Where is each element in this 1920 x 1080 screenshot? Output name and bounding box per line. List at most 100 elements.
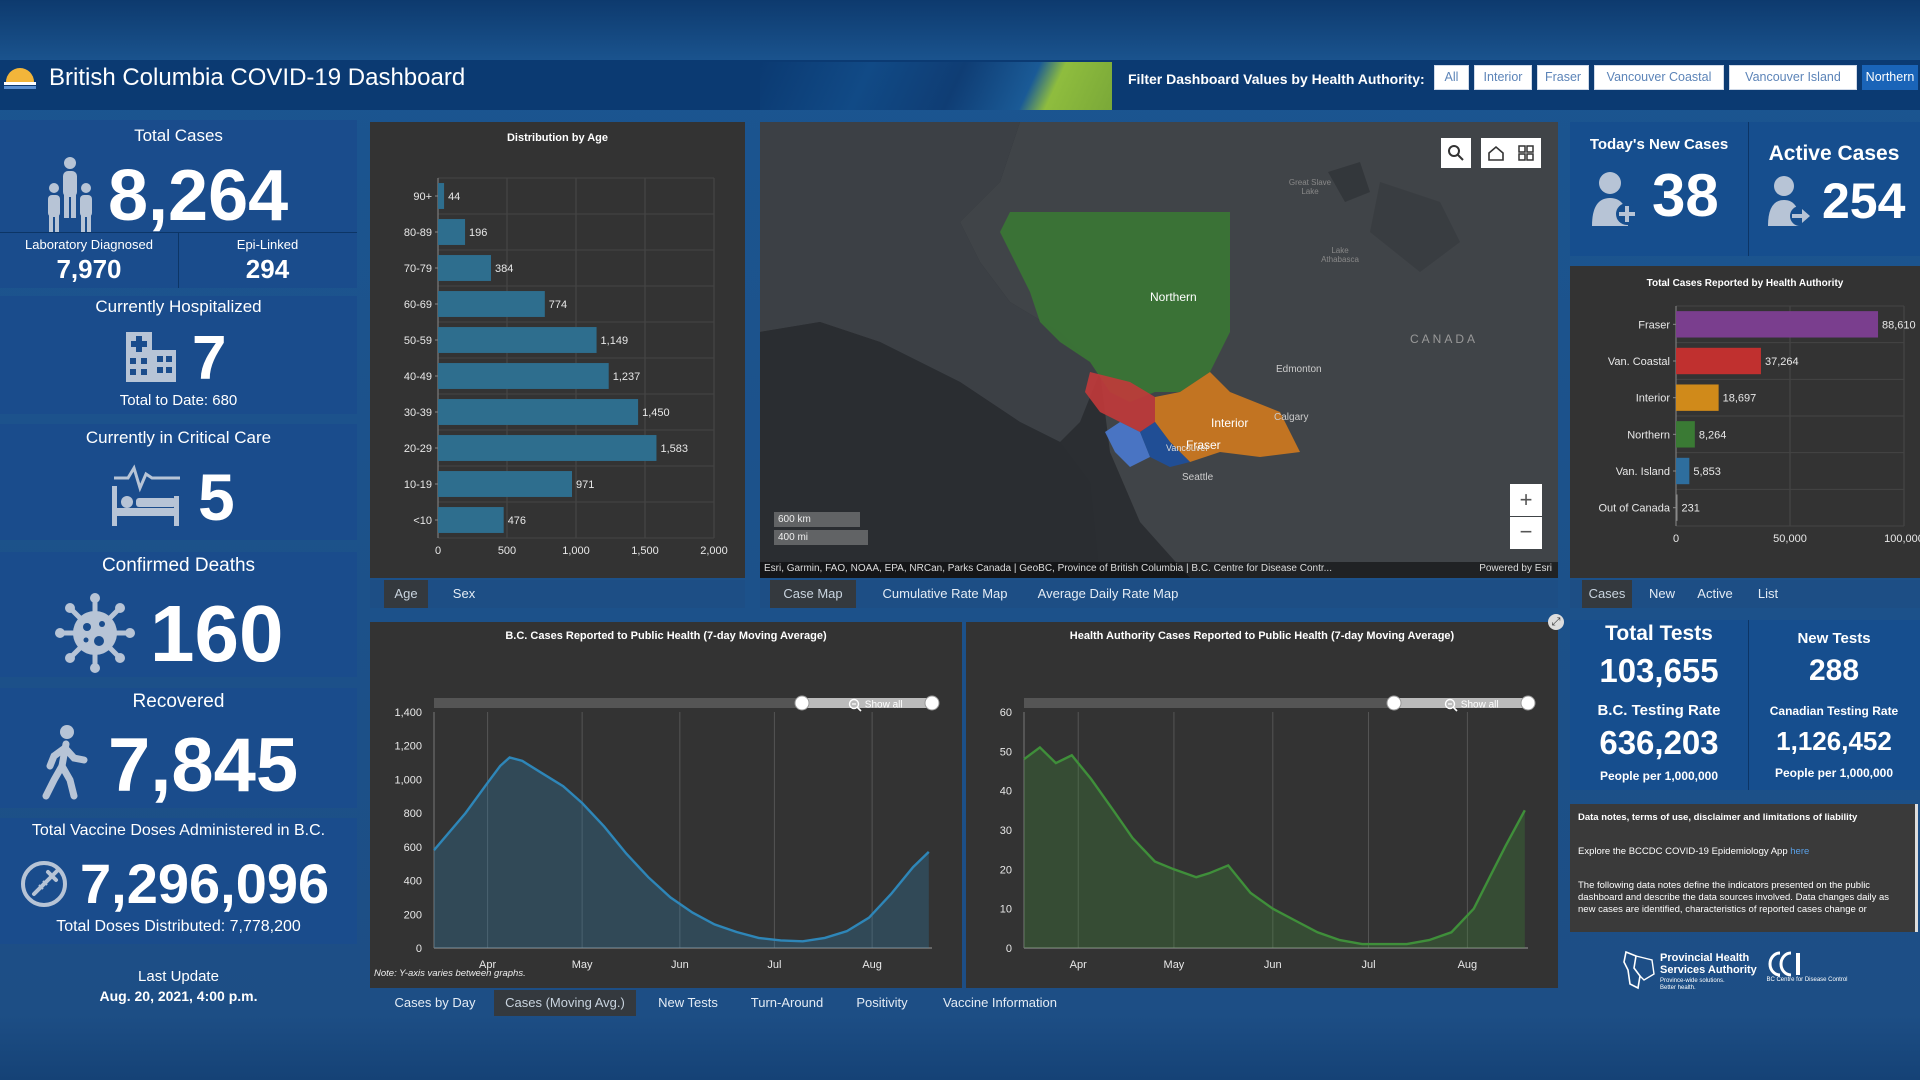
bc-cases-chart-panel: B.C. Cases Reported to Public Health (7-… [370,622,962,988]
y-tick-label: 10-19 [404,479,432,491]
fraser-region[interactable] [1140,422,1190,467]
filter-vancouver-island-button[interactable]: Vancouver Island [1729,65,1857,90]
y-tick-label: 90+ [413,191,432,203]
series-line [1023,745,1526,946]
bar [1676,384,1719,411]
filter-all-button[interactable]: All [1434,65,1469,90]
map-scale-mi: 400 mi [774,530,868,545]
tests-panel: Total Tests 103,655 New Tests 288 B.C. T… [1570,620,1920,790]
y-tick-label: Fraser [1638,319,1670,331]
map-home-button[interactable] [1481,138,1511,168]
map-zoom-in-button[interactable]: + [1510,484,1542,516]
canadian-testing-rate-label: Canadian Testing Rate [1769,704,1899,718]
series-area [434,757,929,948]
bar [438,507,504,533]
filter-label: Filter Dashboard Values by Health Author… [1128,71,1425,87]
tab-age[interactable]: Age [384,580,428,608]
filter-interior-button[interactable]: Interior [1474,65,1532,90]
data-label: 37,264 [1765,356,1799,368]
northern-region[interactable] [1000,212,1230,402]
new-active-panel: Today's New Cases 38 Active Cases 254 [1570,122,1920,256]
bc-show-all-button[interactable]: Show all [848,698,903,712]
data-label: 5,853 [1693,466,1721,478]
y-tick-label: 40 [1000,786,1012,798]
tab-positivity[interactable]: Positivity [856,995,908,1010]
hospital-icon [126,332,176,382]
deaths-value: 160 [150,589,284,678]
age-chart-panel: Distribution by Age 0 500 1,000 1,500 2,000 9… [370,122,745,578]
tab-average-daily-rate-map[interactable]: Average Daily Rate Map [1037,586,1179,601]
deaths-title: Confirmed Deaths [101,555,256,576]
data-notes-panel[interactable]: Data notes, terms of use, disclaimer and… [1570,804,1918,932]
vancouver-coastal-region[interactable] [1085,372,1155,432]
epi-linked-label: Epi-Linked [236,237,299,252]
basemap-gallery-icon [1518,145,1534,161]
tab-cases-moving-avg[interactable]: Cases (Moving Avg.) [494,990,636,1016]
case-map[interactable]: Northern Interior Fraser Vancouver Seatt… [760,122,1558,578]
map-zoom-out-button[interactable]: − [1510,517,1542,549]
filter-vancouver-coastal-button[interactable]: Vancouver Coastal [1594,65,1724,90]
vaccine-title: Total Vaccine Doses Administered in B.C. [31,822,326,839]
map-label-vancouver: Vancouver [1166,443,1209,453]
bar [1676,347,1761,375]
y-tick-label: 200 [404,909,422,921]
ha-chart-tabs: Cases New Active List [1570,580,1920,608]
y-tick-label: 60-69 [404,299,432,311]
data-label: 476 [508,515,526,527]
data-label: 18,697 [1723,393,1757,405]
data-label: 384 [495,263,513,275]
ha-show-all-button[interactable]: Show all [1444,698,1499,712]
filter-fraser-button[interactable]: Fraser [1537,65,1589,90]
tab-turn-around[interactable]: Turn-Around [750,995,824,1010]
notes-title: Data notes, terms of use, disclaimer and… [1578,812,1858,823]
ha-show-all-label: Show all [1460,699,1499,711]
new-tests-value: 288 [1808,654,1860,687]
tab-active[interactable]: Active [1697,586,1733,601]
tab-cases-by-day[interactable]: Cases by Day [394,995,476,1010]
map-basemap-button[interactable] [1511,138,1541,168]
data-label: 971 [576,479,594,491]
tab-cumulative-rate-map[interactable]: Cumulative Rate Map [882,586,1008,601]
map-search-button[interactable] [1441,138,1471,168]
filter-northern-button[interactable]: Northern [1862,65,1918,90]
critical-care-title: Currently in Critical Care [85,428,272,447]
y-tick-label: 20 [1000,864,1012,876]
new-cases-value: 38 [1652,162,1719,229]
epi-linked-value: 294 [245,254,290,284]
tab-new[interactable]: New [1648,586,1675,601]
total-cases-title: Total Cases [134,126,223,145]
tab-cases[interactable]: Cases [1582,580,1632,608]
map-label-edmonton: Edmonton [1276,364,1322,375]
powered-by-esri-link[interactable]: Powered by Esri [1479,563,1552,574]
interior-region[interactable] [1155,372,1300,462]
lab-diagnosed-value: 7,970 [56,254,122,284]
ha-chart-title: Total Cases Reported by Health Authority [1646,278,1844,289]
tab-new-tests[interactable]: New Tests [658,995,718,1010]
x-tick-label: 2,000 [700,545,728,557]
canadian-testing-rate-value: 1,126,452 [1776,726,1892,756]
expand-icon[interactable]: ⤢ [1548,614,1564,630]
phsa-name-line2: Services Authority [1660,964,1757,976]
tab-list[interactable]: List [1757,586,1779,601]
tab-vaccine-information[interactable]: Vaccine Information [943,995,1057,1010]
data-label: 231 [1682,503,1700,515]
new-cases-title: Today's New Cases [1589,136,1729,153]
bar [438,363,609,389]
header-decoration [760,62,1112,110]
map-label-fraser: Fraser [1186,438,1221,452]
notes-here-link[interactable]: here [1790,846,1810,857]
tab-sex[interactable]: Sex [452,586,476,601]
total-cases-card: Total Cases 8,264 Laboratory Diagnosed 7… [0,120,357,288]
divider [1748,620,1749,790]
x-tick-label: 100,000 [1884,533,1920,545]
bar [1676,494,1678,521]
x-tick-label: 500 [498,545,516,557]
y-tick-label: 50-59 [404,335,432,347]
x-tick-label: 1,500 [631,545,659,557]
x-tick-label: 0 [1673,533,1679,545]
y-tick-label: Van. Island [1616,466,1670,478]
range-slider-selection [1394,698,1528,708]
tab-case-map[interactable]: Case Map [770,580,856,608]
vancouver-island-region[interactable] [1105,422,1150,467]
page-title: British Columbia COVID-19 Dashboard [49,64,466,91]
